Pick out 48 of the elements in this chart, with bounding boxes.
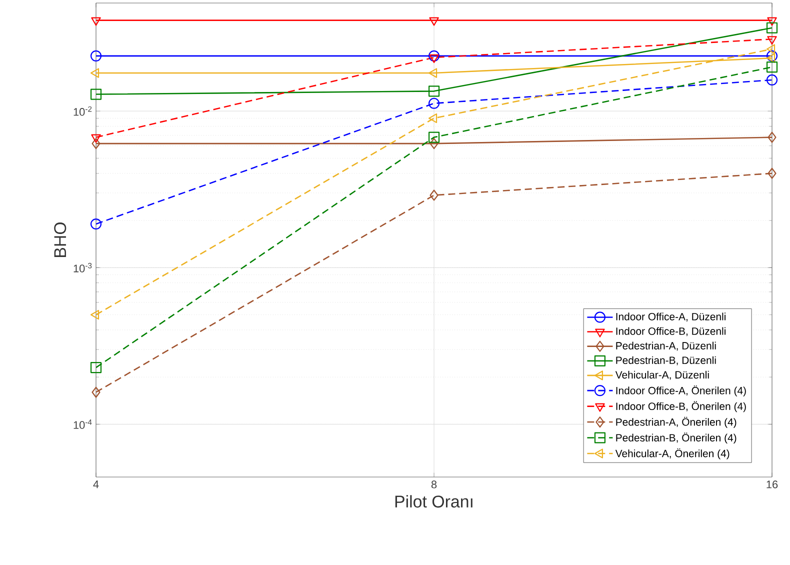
point	[90, 88, 102, 100]
legend-label: Pedestrian-A, Düzenli	[616, 342, 716, 351]
point	[428, 113, 438, 124]
point	[90, 68, 100, 78]
point	[92, 138, 100, 150]
point	[91, 17, 101, 26]
point	[91, 134, 101, 143]
point	[767, 36, 777, 45]
point	[428, 86, 440, 97]
point	[90, 218, 102, 230]
point	[766, 44, 776, 54]
x-axis-title: Pilot Oranı	[395, 495, 472, 508]
point	[90, 362, 102, 374]
point	[428, 132, 440, 143]
point	[90, 50, 102, 62]
x-tick-label: 4	[93, 480, 99, 488]
legend-label: Indoor Office-B, Düzenli	[616, 327, 726, 336]
legend-label: Pedestrian-B, Düzenli	[616, 356, 716, 366]
legend-label: Indoor Office-A, Önerilen (4)	[616, 385, 746, 396]
legend-label: Pedestrian-A, Önerilen (4)	[616, 416, 736, 428]
point	[768, 132, 776, 143]
point	[768, 168, 776, 179]
point	[766, 62, 778, 73]
y-tick-label: 10$^{-2}$	[74, 106, 92, 116]
y-axis-title: BHO	[54, 222, 66, 257]
legend-label: Vehicular-A, Önerilen (4)	[615, 448, 730, 460]
y-tick-label: 10$^{-3}$	[74, 262, 92, 272]
point	[766, 22, 778, 34]
point	[429, 17, 439, 26]
point	[430, 138, 438, 150]
legend-label: Pedestrian-B, Önerilen (4)	[616, 432, 736, 444]
legend-label: Indoor Office-A, Düzenli	[616, 312, 726, 322]
legend-label: Vehicular-A, Düzenli	[615, 370, 709, 380]
point	[766, 74, 778, 86]
point	[766, 50, 778, 62]
y-tick-label: 10$^{-4}$	[74, 420, 92, 429]
point	[430, 190, 438, 201]
point	[428, 68, 438, 78]
point	[429, 54, 439, 63]
point	[428, 50, 440, 62]
legend-label: Indoor Office-B, Önerilen (4)	[616, 401, 746, 412]
point	[90, 310, 100, 320]
point	[92, 386, 100, 398]
x-tick-label: 16	[766, 480, 778, 488]
point	[767, 17, 777, 26]
point	[766, 53, 776, 63]
point	[428, 98, 440, 109]
x-tick-label: 8	[431, 480, 437, 488]
